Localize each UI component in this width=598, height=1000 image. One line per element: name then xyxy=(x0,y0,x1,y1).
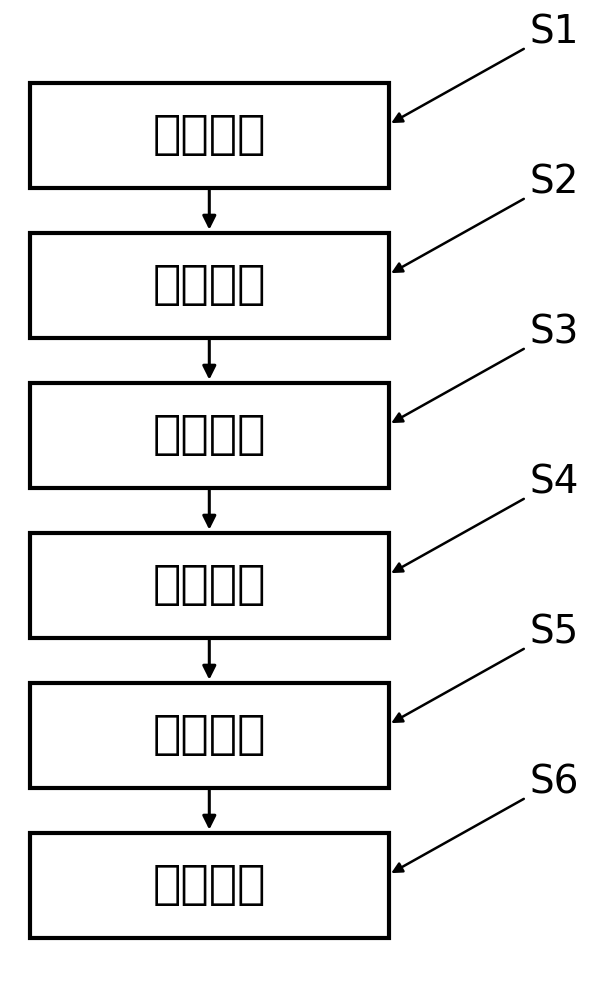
Text: 模型训练: 模型训练 xyxy=(152,412,266,458)
Bar xyxy=(30,532,389,638)
Bar xyxy=(30,832,389,938)
Text: S3: S3 xyxy=(529,314,579,352)
Bar xyxy=(30,83,389,188)
Text: 图像输出: 图像输出 xyxy=(152,862,266,908)
Text: S6: S6 xyxy=(529,764,579,802)
Bar xyxy=(30,682,389,788)
Text: S5: S5 xyxy=(529,613,578,652)
Text: 姿态分析: 姿态分析 xyxy=(152,262,266,308)
Text: 图像采集: 图像采集 xyxy=(152,112,266,157)
Text: 范围确定: 范围确定 xyxy=(152,562,266,607)
Text: S1: S1 xyxy=(529,13,579,51)
Text: S2: S2 xyxy=(529,163,579,202)
Bar xyxy=(30,382,389,488)
Bar xyxy=(30,232,389,338)
Text: S4: S4 xyxy=(529,464,579,502)
Text: 图像获取: 图像获取 xyxy=(152,712,266,758)
